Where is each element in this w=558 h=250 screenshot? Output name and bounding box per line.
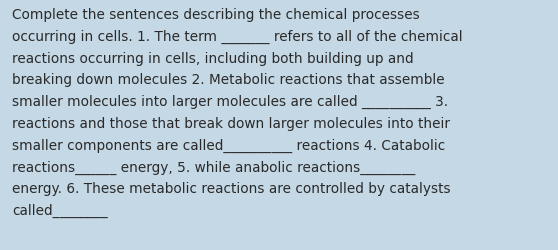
Text: reactions occurring in cells, including both building up and: reactions occurring in cells, including … (12, 52, 413, 65)
Text: smaller molecules into larger molecules are called __________ 3.: smaller molecules into larger molecules … (12, 95, 448, 109)
Text: smaller components are called__________ reactions 4. Catabolic: smaller components are called__________ … (12, 138, 445, 152)
Text: called________: called________ (12, 204, 108, 218)
Text: occurring in cells. 1. The term _______ refers to all of the chemical: occurring in cells. 1. The term _______ … (12, 30, 463, 44)
Text: Complete the sentences describing the chemical processes: Complete the sentences describing the ch… (12, 8, 420, 22)
Text: reactions and those that break down larger molecules into their: reactions and those that break down larg… (12, 116, 450, 130)
Text: energy. 6. These metabolic reactions are controlled by catalysts: energy. 6. These metabolic reactions are… (12, 182, 451, 196)
Text: breaking down molecules 2. Metabolic reactions that assemble: breaking down molecules 2. Metabolic rea… (12, 73, 445, 87)
Text: reactions______ energy, 5. while anabolic reactions________: reactions______ energy, 5. while anaboli… (12, 160, 415, 174)
